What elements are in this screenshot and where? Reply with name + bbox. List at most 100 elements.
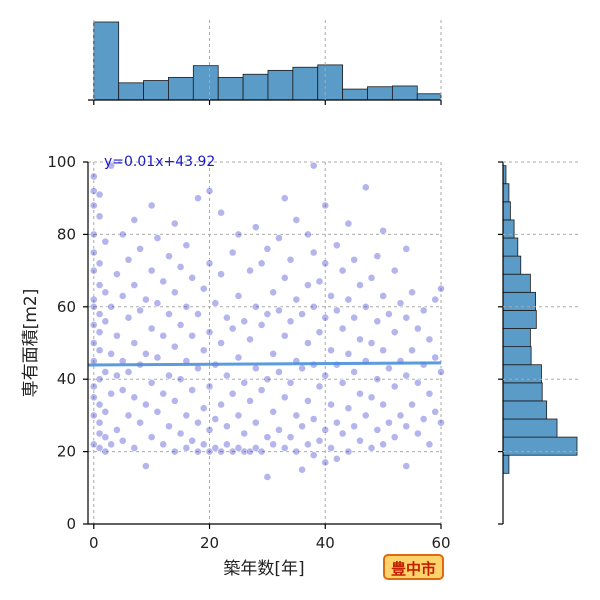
y-tick-label: 100 (47, 153, 76, 171)
data-point (95, 418, 104, 427)
data-point (217, 447, 225, 456)
right-hist-bar (502, 346, 532, 366)
data-point (124, 411, 133, 420)
data-point (101, 288, 110, 297)
data-point (165, 371, 173, 380)
data-point (217, 208, 225, 217)
data-point (315, 328, 324, 337)
data-point (153, 234, 162, 242)
right-hist-bar (502, 273, 531, 293)
regression-line-group (87, 361, 442, 367)
data-point (304, 440, 312, 449)
data-point (199, 346, 208, 355)
data-point (269, 288, 278, 297)
data-point (327, 444, 335, 452)
data-point (211, 415, 220, 423)
top-hist-bar (242, 73, 269, 101)
scatter-points (89, 161, 445, 481)
data-point (257, 320, 266, 329)
data-point (107, 440, 116, 449)
data-point (292, 295, 301, 304)
data-point (118, 230, 127, 239)
data-point (101, 447, 110, 456)
data-point (402, 244, 411, 253)
right-hist-bar (502, 255, 522, 275)
data-point (205, 425, 214, 434)
data-point (211, 444, 220, 452)
data-point (95, 212, 104, 221)
data-point (188, 331, 197, 340)
top-hist-bar (267, 69, 294, 101)
data-point (263, 473, 272, 481)
data-point (170, 447, 179, 456)
data-point (298, 364, 307, 373)
data-point (413, 378, 422, 387)
right-hist-bar (502, 418, 558, 438)
data-point (408, 346, 416, 355)
data-point (373, 425, 382, 434)
data-point (356, 436, 364, 445)
data-point (89, 440, 98, 449)
data-point (234, 292, 243, 300)
data-point (194, 418, 202, 427)
data-point (170, 342, 179, 351)
data-point (234, 411, 243, 420)
top-hist-bar (143, 80, 169, 101)
data-point (321, 371, 330, 380)
data-point (113, 331, 121, 340)
data-point (344, 219, 353, 228)
data-point (298, 465, 307, 474)
data-point (327, 400, 335, 409)
data-point (228, 324, 237, 333)
x-tick-label: 60 (431, 534, 450, 552)
data-point (147, 433, 156, 442)
data-point (332, 306, 341, 315)
data-point (124, 255, 133, 264)
data-point (350, 368, 359, 376)
data-point (234, 230, 243, 239)
data-point (425, 335, 434, 344)
y-tick-label: 20 (57, 443, 76, 461)
data-point (159, 389, 168, 398)
data-point (286, 378, 295, 387)
x-tick-label: 40 (316, 534, 335, 552)
data-point (153, 353, 162, 362)
data-point (361, 183, 370, 192)
data-point (379, 400, 388, 409)
data-point (309, 302, 318, 311)
y-tick-label: 60 (57, 298, 76, 316)
data-point (350, 255, 359, 264)
right-hist-bar (502, 454, 510, 474)
data-point (315, 277, 324, 286)
data-point (413, 429, 422, 438)
data-point (194, 310, 202, 318)
data-point (199, 440, 208, 449)
data-point (425, 389, 434, 398)
top-hist-bar (217, 76, 244, 101)
data-point (385, 364, 393, 373)
data-point (107, 389, 116, 398)
data-point (89, 320, 98, 329)
data-point (356, 389, 364, 398)
data-point (379, 346, 388, 355)
data-point (263, 244, 272, 253)
y-tick-label: 0 (66, 515, 76, 533)
data-point (159, 440, 168, 449)
data-point (130, 281, 139, 289)
data-point (222, 440, 231, 449)
data-point (89, 393, 98, 402)
data-point (275, 234, 283, 242)
data-point (344, 349, 353, 358)
data-point (356, 281, 364, 289)
data-point (147, 378, 156, 387)
data-point (113, 270, 121, 279)
data-point (205, 328, 214, 337)
data-point (344, 447, 353, 456)
data-point (95, 444, 104, 452)
data-point (367, 444, 376, 452)
data-point (95, 429, 104, 438)
data-point (217, 400, 225, 409)
data-point (251, 223, 260, 232)
data-point (309, 415, 318, 423)
data-point (431, 295, 440, 304)
